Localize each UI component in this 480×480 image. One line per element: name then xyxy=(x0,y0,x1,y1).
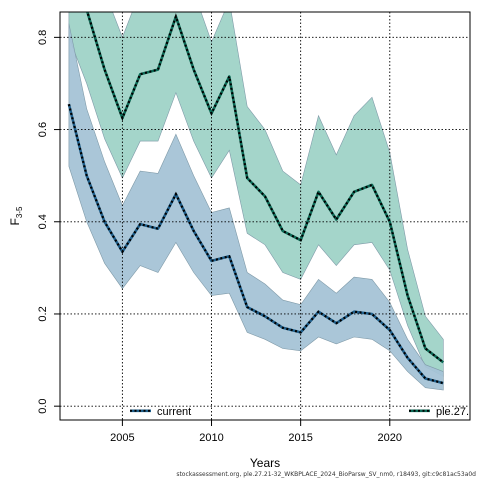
x-axis: 2005 2010 2015 2020 xyxy=(110,420,402,444)
svg-text:F3-5: F3-5 xyxy=(8,206,24,225)
x-tick-label: 2005 xyxy=(110,432,134,444)
x-tick-label: 2010 xyxy=(199,432,223,444)
footer-attribution: stockassessment.org, ple.27.21-32_WKBPLA… xyxy=(176,471,476,478)
legend: current ple.27. xyxy=(130,406,469,418)
legend-label-current: current xyxy=(157,406,191,418)
series-dots-current xyxy=(67,103,444,385)
y-tick-label: 0.4 xyxy=(37,214,49,229)
y-tick-label: 0.2 xyxy=(37,306,49,321)
plot-frame xyxy=(59,11,471,421)
confidence-bands xyxy=(68,12,444,391)
y-axis-title-sub: 3-5 xyxy=(15,206,24,218)
x-tick-label: 2015 xyxy=(288,432,312,444)
plot-area xyxy=(60,12,470,420)
y-axis: 0.0 0.2 0.4 0.6 0.8 xyxy=(37,30,60,414)
x-axis-title: Years xyxy=(250,456,280,470)
y-tick-label: 0.6 xyxy=(37,122,49,137)
y-tick-label: 0.8 xyxy=(37,30,49,45)
y-tick-label: 0.0 xyxy=(37,399,49,414)
series-lines xyxy=(67,12,445,385)
grid-lines xyxy=(60,12,470,420)
ci-band-current xyxy=(68,23,444,391)
x-tick-label: 2020 xyxy=(378,432,402,444)
legend-label-ple.27.: ple.27. xyxy=(436,406,469,418)
y-axis-title-main: F xyxy=(8,218,22,225)
y-axis-title: F3-5 xyxy=(8,206,24,225)
series-dots-ple.27. xyxy=(86,12,444,364)
